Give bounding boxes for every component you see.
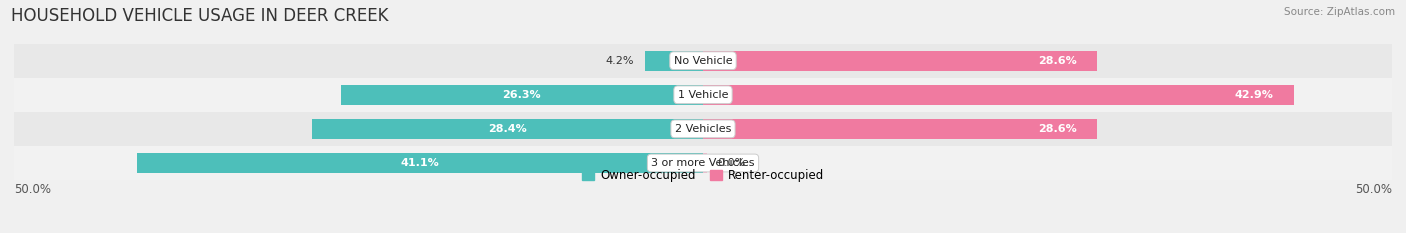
Bar [703,119,1097,139]
Bar [14,146,1392,180]
Text: 28.6%: 28.6% [1038,124,1077,134]
Text: 28.4%: 28.4% [488,124,527,134]
Text: 26.3%: 26.3% [502,90,541,100]
Bar [14,78,1392,112]
Text: 41.1%: 41.1% [401,158,439,168]
Text: 3 or more Vehicles: 3 or more Vehicles [651,158,755,168]
Legend: Owner-occupied, Renter-occupied: Owner-occupied, Renter-occupied [578,164,828,187]
Text: 50.0%: 50.0% [14,183,51,196]
Bar [340,85,703,105]
Bar [312,119,703,139]
Text: Source: ZipAtlas.com: Source: ZipAtlas.com [1284,7,1395,17]
Text: 1 Vehicle: 1 Vehicle [678,90,728,100]
Bar [14,44,1392,78]
Bar [14,112,1392,146]
Text: 2 Vehicles: 2 Vehicles [675,124,731,134]
Text: HOUSEHOLD VEHICLE USAGE IN DEER CREEK: HOUSEHOLD VEHICLE USAGE IN DEER CREEK [11,7,388,25]
Text: 0.0%: 0.0% [717,158,745,168]
Text: 4.2%: 4.2% [606,56,634,66]
Bar [703,153,707,173]
Text: 42.9%: 42.9% [1234,90,1274,100]
Text: 50.0%: 50.0% [1355,183,1392,196]
Text: 28.6%: 28.6% [1038,56,1077,66]
Bar [703,51,1097,71]
Text: No Vehicle: No Vehicle [673,56,733,66]
Bar [703,85,1294,105]
Bar [136,153,703,173]
Bar [645,51,703,71]
